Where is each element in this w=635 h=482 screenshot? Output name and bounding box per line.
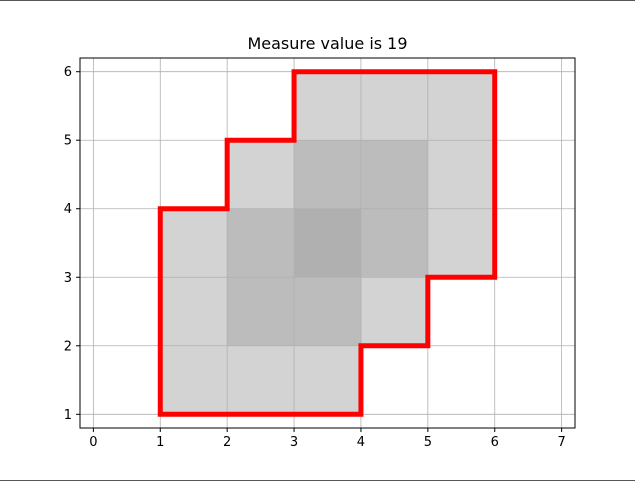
grid-cell	[160, 277, 228, 346]
grid-cell	[427, 140, 495, 209]
grid-cell	[294, 277, 361, 346]
grid-cell	[227, 140, 295, 209]
y-tick-label: 4	[64, 202, 72, 217]
y-tick-label: 3	[64, 271, 72, 286]
y-tick-label: 2	[64, 339, 72, 354]
y-tick-label: 6	[64, 65, 72, 80]
grid-cell	[427, 208, 495, 278]
grid-cell	[160, 345, 228, 415]
cells-layer	[160, 71, 495, 415]
grid-cell	[360, 277, 428, 346]
grid-cell	[294, 208, 361, 278]
x-tick-label: 3	[290, 435, 298, 450]
grid-cell	[360, 208, 428, 278]
grid-cell	[294, 140, 361, 209]
x-tick-label: 1	[156, 435, 164, 450]
x-tick-label: 5	[424, 435, 432, 450]
grid-cell	[227, 345, 295, 415]
top-border	[0, 0, 635, 1]
x-tick-label: 6	[491, 435, 499, 450]
chart-title: Measure value is 19	[247, 34, 407, 53]
grid-cell	[227, 277, 295, 346]
x-tick-label: 4	[357, 435, 365, 450]
grid-cell	[227, 208, 295, 278]
grid-cell	[294, 71, 361, 141]
x-tick-label: 7	[557, 435, 565, 450]
bottom-border	[0, 480, 635, 481]
grid-cell	[360, 140, 428, 209]
region-outline	[157, 69, 498, 417]
grid-cell	[294, 345, 361, 415]
y-tick-label: 5	[64, 134, 72, 149]
x-tick-label: 0	[89, 435, 97, 450]
grid-cell	[360, 71, 428, 141]
x-tick-label: 2	[223, 435, 231, 450]
grid-cell	[427, 71, 495, 141]
axes-frame	[79, 57, 576, 429]
ticks-layer: 0 1 2 3 4 5 6 7 1 2 3 4 5 6	[64, 65, 566, 450]
y-tick-label: 1	[64, 408, 72, 423]
grid-cell	[160, 208, 228, 278]
